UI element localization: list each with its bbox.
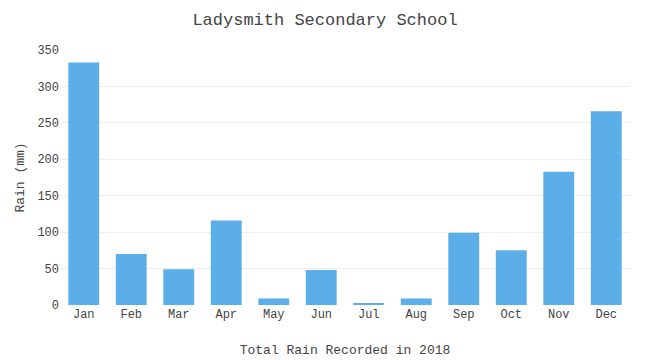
svg-text:Total Rain Recorded in 2018: Total Rain Recorded in 2018 <box>240 343 451 358</box>
svg-text:0: 0 <box>52 299 59 313</box>
svg-text:Feb: Feb <box>120 308 142 322</box>
svg-text:100: 100 <box>37 226 59 240</box>
svg-text:Dec: Dec <box>595 308 617 322</box>
svg-text:50: 50 <box>45 263 59 277</box>
svg-text:150: 150 <box>37 190 59 204</box>
svg-text:May: May <box>263 308 285 322</box>
svg-text:300: 300 <box>37 81 59 95</box>
svg-text:Sep: Sep <box>453 308 475 322</box>
svg-text:350: 350 <box>37 44 59 58</box>
svg-text:Oct: Oct <box>500 308 522 322</box>
svg-text:200: 200 <box>37 153 59 167</box>
svg-text:Rain (mm): Rain (mm) <box>13 142 28 212</box>
svg-text:Jul: Jul <box>358 308 380 322</box>
svg-text:Jun: Jun <box>310 308 332 322</box>
svg-text:Nov: Nov <box>548 308 570 322</box>
svg-text:250: 250 <box>37 117 59 131</box>
svg-text:Aug: Aug <box>405 308 427 322</box>
svg-text:Mar: Mar <box>168 308 190 322</box>
svg-text:Jan: Jan <box>73 308 95 322</box>
svg-text:Ladysmith Secondary School: Ladysmith Secondary School <box>192 11 457 30</box>
svg-text:Apr: Apr <box>215 308 237 322</box>
